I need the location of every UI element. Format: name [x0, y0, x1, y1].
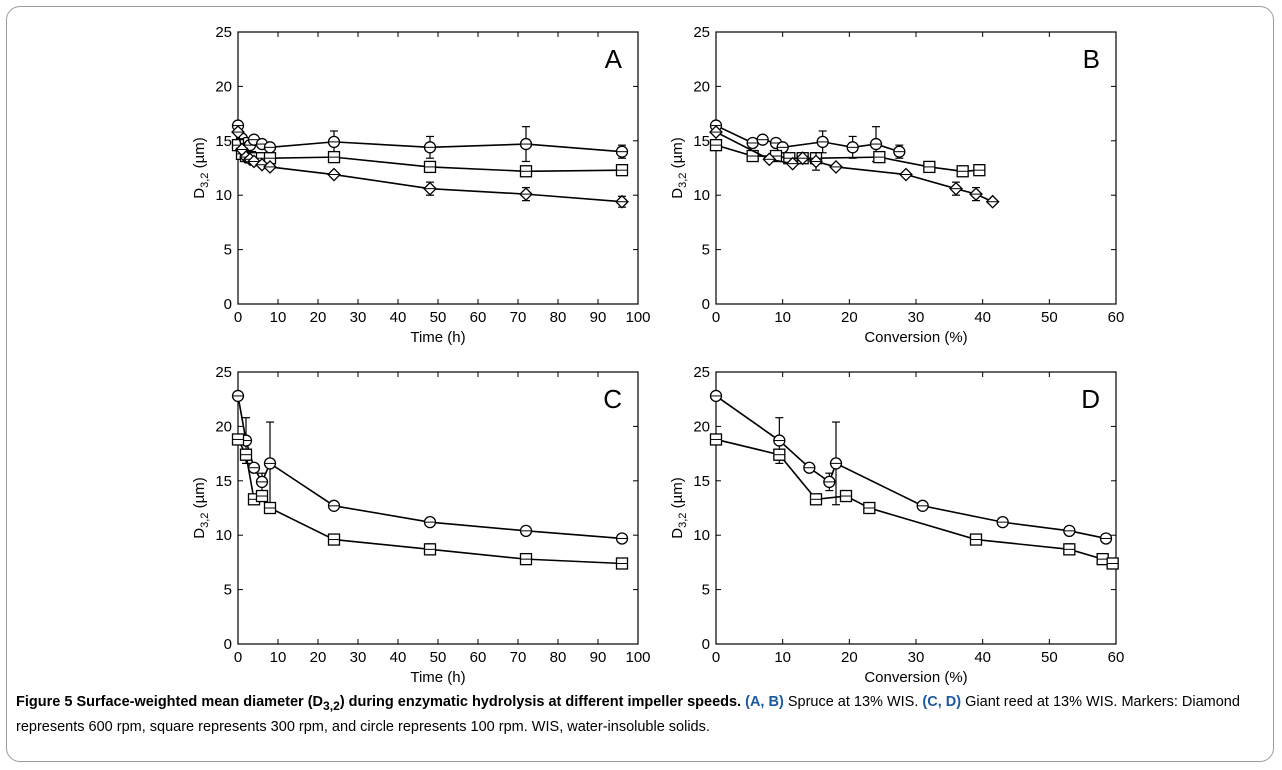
x-tick-label: 50	[1041, 309, 1058, 326]
series-line-diamond	[715, 131, 993, 203]
x-tick-label: 50	[1041, 649, 1058, 666]
caption-figure-label: Figure 5	[16, 694, 73, 710]
x-tick-label: 90	[590, 309, 607, 326]
caption-title-sub: 3,2	[323, 698, 340, 713]
caption-cd-label: (C, D)	[922, 694, 962, 710]
caption-title-pre: Surface-weighted mean diameter (D	[76, 694, 324, 710]
x-tick-label: 70	[510, 649, 527, 666]
x-tick-label: 10	[270, 649, 287, 666]
series-circle	[231, 119, 629, 163]
y-tick-label: 0	[224, 636, 232, 653]
y-tick-label: 20	[215, 78, 232, 95]
y-tick-label: 20	[693, 78, 710, 95]
x-tick-label: 60	[1108, 309, 1125, 326]
y-axis-label: D3,2 (µm)	[669, 137, 689, 198]
x-tick-label: 60	[470, 309, 487, 326]
y-tick-label: 10	[215, 527, 232, 544]
x-tick-label: 0	[712, 309, 720, 326]
x-tick-label: 60	[1108, 649, 1125, 666]
series-diamond	[709, 125, 1000, 209]
caption-title: Surface-weighted mean diameter (D3,2) du…	[76, 694, 742, 713]
panel-letter: D	[1081, 384, 1100, 414]
y-tick-label: 5	[702, 242, 710, 259]
y-tick-label: 25	[693, 364, 710, 381]
x-tick-label: 50	[430, 309, 447, 326]
y-tick-label: 10	[215, 187, 232, 204]
y-tick-label: 0	[702, 636, 710, 653]
y-tick-label: 5	[224, 242, 232, 259]
caption-ab-text: Spruce at 13% WIS.	[787, 694, 919, 710]
caption-title-post: ) during enzymatic hydrolysis at differe…	[339, 694, 742, 710]
y-axis-label: D3,2 (µm)	[191, 137, 211, 198]
plot-box-c	[237, 371, 639, 645]
x-axis-label: Time (h)	[410, 669, 465, 686]
x-tick-label: 0	[234, 649, 242, 666]
panel-letter: B	[1083, 44, 1100, 74]
x-tick-label: 100	[625, 649, 650, 666]
chart-panel-b: 0 10 20 30 40 50 60 0 5 10 15 20 25 Conversion (%) D3,…	[669, 24, 1124, 346]
y-tick-label: 10	[693, 187, 710, 204]
x-tick-label: 30	[350, 649, 367, 666]
series-circle	[709, 389, 1113, 545]
y-tick-label: 10	[693, 527, 710, 544]
x-tick-label: 30	[350, 309, 367, 326]
chart-panel-a: 0 10 20 30 40 50 60 70 80 90 100 0 5 10 15 20 25 Time (h)…	[191, 24, 651, 346]
x-tick-label: 10	[270, 309, 287, 326]
series-diamond	[231, 125, 629, 209]
x-axis-label: Conversion (%)	[864, 669, 967, 686]
x-tick-label: 30	[908, 649, 925, 666]
x-tick-label: 50	[430, 649, 447, 666]
x-tick-label: 20	[310, 649, 327, 666]
x-tick-label: 40	[974, 649, 991, 666]
x-tick-label: 20	[841, 309, 858, 326]
caption-ab-label: (A, B)	[745, 694, 784, 710]
y-tick-label: 15	[215, 133, 232, 150]
figure-frame	[6, 6, 1274, 762]
y-tick-label: 20	[693, 418, 710, 435]
plot-box-d	[715, 371, 1117, 645]
y-tick-label: 25	[215, 24, 232, 41]
series-circle	[231, 389, 629, 545]
x-tick-label: 40	[390, 309, 407, 326]
chart-panel-d: 0 10 20 30 40 50 60 0 5 10 15 20 25 Conversion (%) D3,…	[669, 364, 1124, 686]
x-tick-label: 0	[712, 649, 720, 666]
x-tick-label: 10	[774, 649, 791, 666]
panel-letter: A	[605, 44, 623, 74]
x-tick-label: 20	[310, 309, 327, 326]
y-tick-label: 5	[702, 582, 710, 599]
y-tick-label: 25	[215, 364, 232, 381]
series-square	[231, 433, 629, 570]
caption-cd-text: Giant reed at 13% WIS. Markers: Diamond …	[16, 694, 1240, 735]
y-tick-label: 20	[215, 418, 232, 435]
x-tick-label: 80	[550, 649, 567, 666]
figure-caption: Figure 5 Surface-weighted mean diameter …	[16, 692, 1264, 738]
y-axis-label: D3,2 (µm)	[669, 477, 689, 538]
x-tick-label: 40	[390, 649, 407, 666]
x-tick-label: 0	[234, 309, 242, 326]
x-tick-label: 10	[774, 309, 791, 326]
x-tick-label: 20	[841, 649, 858, 666]
x-axis-label: Conversion (%)	[864, 329, 967, 346]
x-tick-label: 80	[550, 309, 567, 326]
x-tick-label: 40	[974, 309, 991, 326]
y-axis-label: D3,2 (µm)	[191, 477, 211, 538]
y-tick-label: 25	[693, 24, 710, 41]
series-line-circle	[715, 395, 1107, 540]
y-tick-label: 5	[224, 582, 232, 599]
plot-box-b	[715, 31, 1117, 305]
x-tick-label: 30	[908, 309, 925, 326]
x-tick-label: 100	[625, 309, 650, 326]
y-tick-label: 15	[215, 473, 232, 490]
y-tick-label: 15	[693, 133, 710, 150]
y-tick-label: 0	[702, 296, 710, 313]
panel-letter: C	[603, 384, 622, 414]
y-tick-label: 15	[693, 473, 710, 490]
series-square	[709, 433, 1119, 570]
chart-panel-c: 0 10 20 30 40 50 60 70 80 90 100 0 5 10 15 20 25 Time (h)…	[191, 364, 651, 686]
x-tick-label: 60	[470, 649, 487, 666]
x-tick-label: 70	[510, 309, 527, 326]
x-tick-label: 90	[590, 649, 607, 666]
y-tick-label: 0	[224, 296, 232, 313]
x-axis-label: Time (h)	[410, 329, 465, 346]
